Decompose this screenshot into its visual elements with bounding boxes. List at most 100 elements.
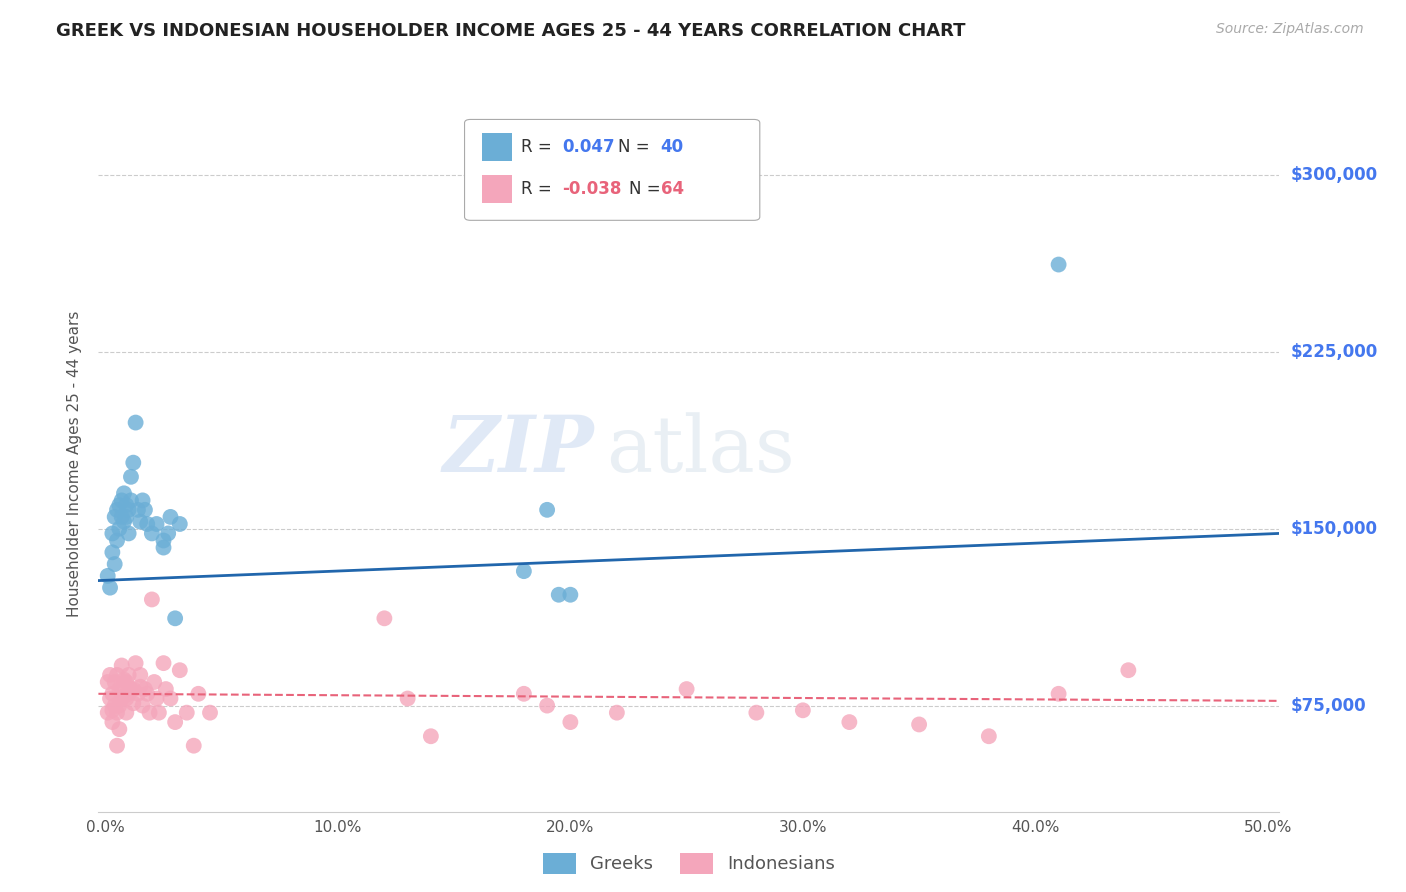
Point — [606, 706, 628, 720]
Point — [105, 668, 128, 682]
Point — [129, 515, 152, 529]
Point — [513, 687, 536, 701]
Point — [143, 675, 166, 690]
Point — [792, 703, 814, 717]
Text: $225,000: $225,000 — [1291, 343, 1378, 360]
FancyBboxPatch shape — [464, 120, 759, 220]
Point — [101, 715, 124, 730]
Point — [111, 682, 134, 697]
Point — [111, 691, 134, 706]
Text: 64: 64 — [661, 180, 683, 198]
Point — [112, 689, 135, 703]
Point — [117, 526, 139, 541]
Point — [108, 722, 131, 736]
Point — [108, 698, 131, 713]
Text: $300,000: $300,000 — [1291, 166, 1378, 184]
Point — [105, 533, 128, 548]
Point — [108, 498, 131, 512]
Point — [536, 503, 558, 517]
Point — [513, 564, 536, 578]
Text: $75,000: $75,000 — [1291, 697, 1367, 714]
Point — [152, 533, 174, 548]
Text: -0.038: -0.038 — [562, 180, 621, 198]
Point — [560, 715, 582, 730]
Point — [560, 588, 582, 602]
Point — [131, 698, 153, 713]
Point — [155, 682, 177, 697]
Point — [115, 498, 138, 512]
Text: R =: R = — [522, 138, 553, 156]
Point — [1118, 663, 1140, 677]
Point — [120, 470, 142, 484]
Point — [145, 516, 167, 531]
Legend: Greeks, Indonesians: Greeks, Indonesians — [534, 844, 844, 883]
Point — [127, 687, 149, 701]
Point — [112, 515, 135, 529]
Point — [111, 509, 134, 524]
Point — [115, 706, 138, 720]
Point — [117, 668, 139, 682]
Text: 40: 40 — [661, 138, 683, 156]
Point — [745, 706, 768, 720]
Point — [129, 668, 152, 682]
Point — [977, 729, 1000, 743]
Point — [547, 588, 569, 602]
Point — [105, 503, 128, 517]
Point — [148, 706, 170, 720]
Point — [176, 706, 198, 720]
Point — [111, 493, 134, 508]
Point — [165, 611, 187, 625]
Point — [187, 687, 209, 701]
Point — [105, 706, 128, 720]
Point — [101, 687, 124, 701]
Point — [1047, 258, 1070, 272]
Point — [124, 416, 146, 430]
Point — [101, 545, 124, 559]
Text: ZIP: ZIP — [443, 412, 595, 488]
Point — [141, 592, 163, 607]
Point — [117, 687, 139, 701]
Point — [908, 717, 931, 731]
Point — [104, 509, 127, 524]
Text: Source: ZipAtlas.com: Source: ZipAtlas.com — [1216, 22, 1364, 37]
Point — [117, 503, 139, 517]
Point — [108, 522, 131, 536]
Y-axis label: Householder Income Ages 25 - 44 years: Householder Income Ages 25 - 44 years — [67, 310, 83, 617]
Point — [157, 526, 180, 541]
Point — [101, 526, 124, 541]
Point — [675, 682, 697, 697]
Point — [120, 493, 142, 508]
Text: N =: N = — [619, 138, 650, 156]
Point — [373, 611, 395, 625]
Text: R =: R = — [522, 180, 553, 198]
Point — [122, 456, 145, 470]
Point — [104, 557, 127, 571]
Point — [165, 715, 187, 730]
Point — [115, 509, 138, 524]
Point — [159, 509, 181, 524]
Point — [131, 493, 153, 508]
Point — [136, 687, 159, 701]
Point — [152, 656, 174, 670]
Point — [152, 541, 174, 555]
Point — [159, 691, 181, 706]
Point — [115, 691, 138, 706]
Point — [141, 526, 163, 541]
Bar — [482, 175, 512, 203]
Point — [145, 691, 167, 706]
Point — [396, 691, 419, 706]
Point — [98, 581, 121, 595]
Text: $150,000: $150,000 — [1291, 520, 1378, 538]
Point — [134, 682, 156, 697]
Point — [183, 739, 205, 753]
Point — [112, 486, 135, 500]
Point — [134, 503, 156, 517]
Point — [122, 682, 145, 697]
Point — [138, 706, 160, 720]
Point — [1047, 687, 1070, 701]
Point — [169, 516, 191, 531]
Point — [120, 682, 142, 697]
Point — [124, 656, 146, 670]
Text: 0.047: 0.047 — [562, 138, 616, 156]
Text: atlas: atlas — [606, 412, 794, 488]
